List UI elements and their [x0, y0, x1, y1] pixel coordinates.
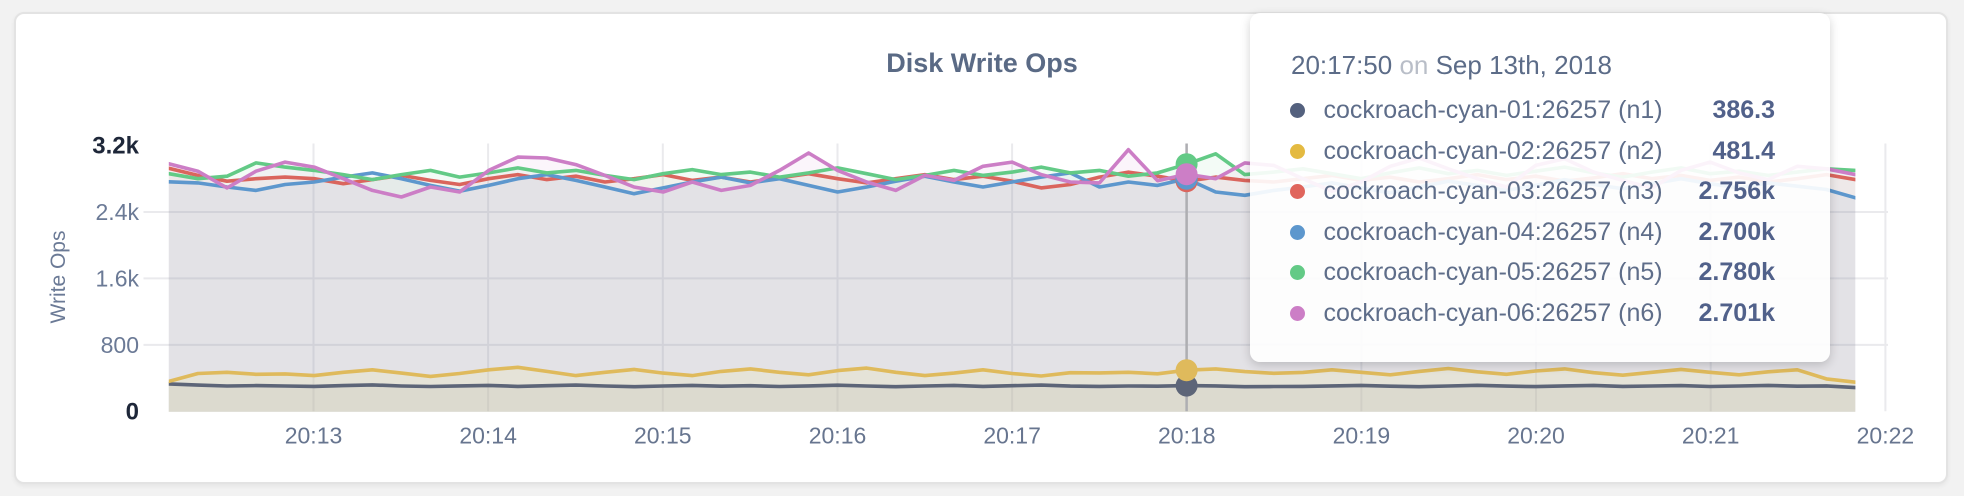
svg-text:20:22: 20:22	[1857, 423, 1915, 449]
svg-text:2.4k: 2.4k	[96, 199, 140, 225]
svg-text:20:13: 20:13	[285, 423, 343, 449]
svg-text:20:16: 20:16	[809, 423, 867, 449]
svg-text:20:20: 20:20	[1507, 423, 1565, 449]
svg-text:0: 0	[126, 398, 139, 425]
svg-text:20:19: 20:19	[1333, 423, 1391, 449]
svg-text:3.2k: 3.2k	[92, 133, 139, 160]
svg-text:20:18: 20:18	[1158, 423, 1216, 449]
svg-text:20:14: 20:14	[459, 423, 517, 449]
svg-text:20:17: 20:17	[983, 423, 1041, 449]
svg-text:20:15: 20:15	[634, 423, 692, 449]
svg-text:800: 800	[101, 332, 139, 358]
svg-text:20:21: 20:21	[1682, 423, 1740, 449]
svg-text:1.6k: 1.6k	[96, 265, 140, 291]
